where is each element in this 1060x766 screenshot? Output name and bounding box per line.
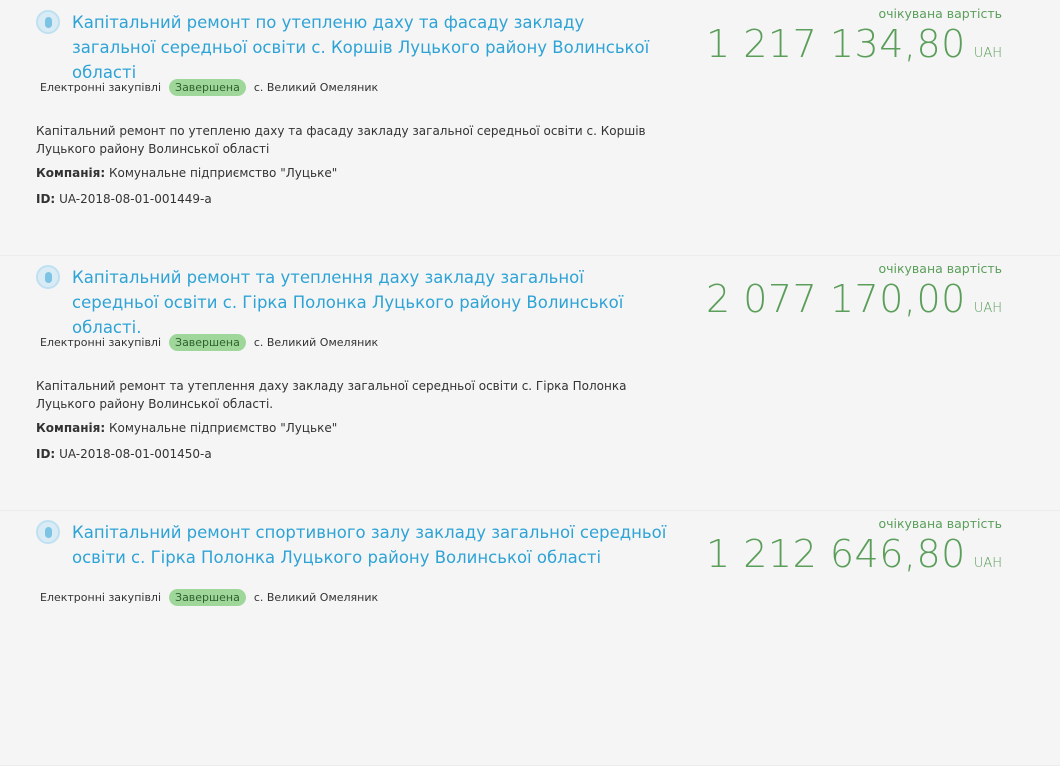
mouse-icon [36, 520, 60, 544]
tender-meta: Електронні закупівлі Завершена с. Великий … [40, 589, 378, 606]
location: с. Великий Омеляник [253, 81, 379, 94]
tender-description: Капітальний ремонт та утеплення даху зак… [36, 379, 627, 411]
status-badge: Завершена [169, 589, 246, 606]
tender-item: Капітальний ремонт спортивного залу закл… [0, 510, 1060, 766]
currency: UAH [973, 301, 1002, 316]
procurement-type: Електронні закупівлі [40, 591, 162, 604]
tender-meta: Електронні закупівлі Завершена с. Великий … [40, 79, 378, 96]
tender-title-link[interactable]: Капітальний ремонт та утеплення даху зак… [72, 268, 624, 337]
id-label: ID: [36, 447, 56, 461]
mouse-icon [36, 265, 60, 289]
id-row: ID: UA-2018-08-01-001449-a [36, 192, 212, 206]
currency: UAH [973, 46, 1002, 61]
company-row: Компанія: Комунальне підприємство "Луцьк… [36, 166, 337, 180]
expected-amount: 2 077 170,00 UAH [706, 277, 1002, 321]
currency: UAH [973, 556, 1002, 571]
amount-value: 1 212 646,80 [705, 532, 966, 576]
expected-value-label: очікувана вартість [878, 261, 1002, 276]
company-name: Комунальне підприємство "Луцьке" [109, 421, 338, 435]
tender-item: Капітальний ремонт по утепленю даху та ф… [0, 0, 1060, 256]
tender-description: Капітальний ремонт по утепленю даху та ф… [36, 124, 646, 156]
location: с. Великий Омеляник [253, 591, 379, 604]
tender-meta: Електронні закупівлі Завершена с. Великий … [40, 334, 378, 351]
company-label: Компанія: [36, 421, 106, 435]
status-badge: Завершена [169, 79, 246, 96]
procurement-type: Електронні закупівлі [40, 336, 162, 349]
tender-title-link[interactable]: Капітальний ремонт по утепленю даху та ф… [72, 13, 650, 82]
location: с. Великий Омеляник [253, 336, 379, 349]
expected-value-label: очікувана вартість [878, 516, 1002, 531]
company-label: Компанія: [36, 166, 106, 180]
id-row: ID: UA-2018-08-01-001450-a [36, 447, 212, 461]
company-name: Комунальне підприємство "Луцьке" [109, 166, 338, 180]
amount-value: 2 077 170,00 [705, 277, 966, 321]
tender-item: Капітальний ремонт та утеплення даху зак… [0, 255, 1060, 511]
expected-value-label: очікувана вартість [878, 6, 1002, 21]
procurement-type: Електронні закупівлі [40, 81, 162, 94]
tender-id: UA-2018-08-01-001450-a [59, 447, 212, 461]
mouse-icon [36, 10, 60, 34]
amount-value: 1 217 134,80 [705, 22, 966, 66]
status-badge: Завершена [169, 334, 246, 351]
expected-amount: 1 212 646,80 UAH [706, 532, 1002, 576]
id-label: ID: [36, 192, 56, 206]
expected-amount: 1 217 134,80 UAH [706, 22, 1002, 66]
tender-id: UA-2018-08-01-001449-a [59, 192, 212, 206]
company-row: Компанія: Комунальне підприємство "Луцьк… [36, 421, 337, 435]
tender-title-link[interactable]: Капітальний ремонт спортивного залу закл… [72, 523, 667, 567]
